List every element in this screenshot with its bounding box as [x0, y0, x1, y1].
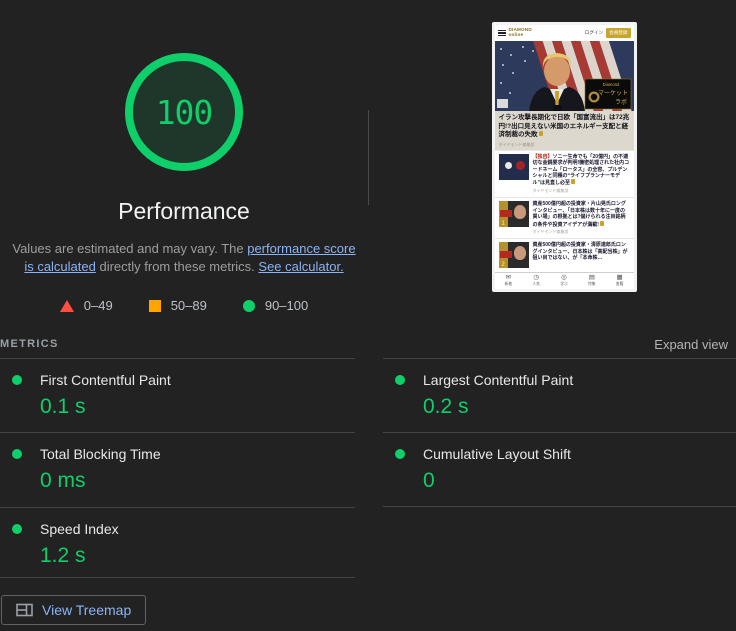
- market-lab-badge: Diamond マーケット ラボ: [584, 78, 631, 110]
- expand-view-toggle[interactable]: Expand view: [654, 336, 728, 352]
- screenshot-column: DIAMOND online ログイン 会員登録: [368, 0, 736, 330]
- performance-score-calculated-link[interactable]: performance score is calculated: [24, 241, 356, 274]
- lead-article: イラン攻撃長期化で日欧「国富流出」は72兆円!?出口見えない米国のエネルギー支配…: [494, 111, 634, 150]
- view-treemap-button[interactable]: View Treemap: [1, 595, 147, 625]
- nav-item: ▤ 特集: [587, 274, 596, 286]
- average-square-icon: [148, 299, 161, 312]
- article-thumbnail: 2: [498, 242, 529, 269]
- metrics-column-right: Largest Contentful Paint 0.2 s Cumulativ…: [383, 358, 736, 578]
- article-byline: ダイヤモンド編集部: [532, 229, 569, 235]
- hero-illustration: Diamond マーケット ラボ: [494, 41, 634, 111]
- nav-item: ◎ 学ぶ: [560, 274, 568, 286]
- target-icon: ◎: [561, 274, 567, 282]
- site-logo-bottom: online: [508, 32, 524, 37]
- metric-speed-index: Speed Index 1.2 s: [0, 507, 355, 578]
- description-text-middle: directly from these metrics.: [95, 259, 259, 274]
- screenshot-bottom-nav: ✉ 新着 ◷ 人気 ◎ 学ぶ ▤ 特集: [494, 272, 634, 289]
- pass-dot-icon: [12, 449, 22, 459]
- lock-icon: [571, 179, 576, 185]
- fail-triangle-icon: [59, 299, 74, 312]
- site-logo: DIAMOND online: [509, 28, 532, 37]
- signup-button: 会員登録: [606, 28, 631, 38]
- metric-cumulative-layout-shift: Cumulative Layout Shift 0: [383, 432, 736, 507]
- article-row: 2 資産500億円超の投資家・清原達郎氏ロングインタビュー、日本株は「高配当株」…: [494, 238, 634, 271]
- screenshot-site-header: DIAMOND online ログイン 会員登録: [494, 25, 634, 41]
- pass-dot-icon: [395, 449, 405, 459]
- performance-score-gauge[interactable]: 100: [125, 53, 243, 171]
- metrics-section-title: METRICS: [0, 338, 59, 350]
- pass-dot-icon: [12, 524, 22, 534]
- article-title: 資産500億円超の投資家・片山晃氏ロングインタビュー、「日本株は数十年に一度の買…: [532, 201, 626, 228]
- legend-fail-range: 0–49: [83, 298, 113, 313]
- article-thumbnail: 1: [498, 201, 529, 228]
- pass-dot-icon: [12, 375, 22, 385]
- article-title: 【独自】ソニー生命でも「20億円」の不適切な金銭要求が判明!機密処理された社内コ…: [532, 153, 630, 187]
- page-title: Performance: [118, 198, 250, 224]
- score-description: Values are estimated and may vary. The p…: [11, 240, 357, 276]
- nav-item: ✉ 新着: [504, 274, 513, 286]
- article-title: 資産500億円超の投資家・清原達郎氏ロングインタビュー、日本株は「高配当株」が狙…: [532, 242, 628, 262]
- hero-image: Diamond マーケット ラボ: [494, 41, 634, 111]
- pass-dot-icon: [395, 375, 405, 385]
- login-link: ログイン: [584, 30, 604, 35]
- legend-pass-range: 90–100: [264, 298, 309, 313]
- final-screenshot-thumbnail[interactable]: DIAMOND online ログイン 会員登録: [491, 22, 637, 292]
- treemap-icon: [16, 603, 33, 617]
- score-legend: 0–49 50–89 90–100: [59, 298, 309, 313]
- metrics-column-left: First Contentful Paint 0.1 s Total Block…: [0, 358, 355, 578]
- svg-text:ラボ: ラボ: [614, 98, 626, 106]
- article-list: 【独自】ソニー生命でも「20億円」の不適切な金銭要求が判明!機密処理された社内コ…: [494, 149, 634, 272]
- article-row: 1 資産500億円超の投資家・片山晃氏ロングインタビュー、「日本株は数十年に一度…: [494, 197, 634, 238]
- article-row: 【独自】ソニー生命でも「20億円」の不適切な金銭要求が判明!機密処理された社内コ…: [494, 149, 634, 198]
- metric-first-contentful-paint: First Contentful Paint 0.1 s: [0, 358, 355, 432]
- metrics-header: METRICS Expand view: [0, 330, 736, 358]
- description-text-before: Values are estimated and may vary. The: [12, 241, 248, 256]
- legend-average-range: 50–89: [170, 298, 207, 313]
- legend-fail: 0–49: [59, 298, 113, 313]
- metric-largest-contentful-paint: Largest Contentful Paint 0.2 s: [383, 358, 736, 432]
- score-column: 100 Performance Values are estimated and…: [0, 0, 368, 330]
- nav-item: ▦ 書籍: [615, 274, 624, 286]
- lead-headline: イラン攻撃長期化で日欧「国富流出」は72兆円!?出口見えない米国のエネルギー支配…: [498, 114, 630, 139]
- pass-circle-icon: [242, 299, 255, 312]
- article-thumbnail: [498, 153, 529, 180]
- clock-icon: ◷: [533, 274, 540, 282]
- column-divider: [368, 110, 369, 205]
- legend-average: 50–89: [148, 298, 207, 313]
- screenshot-page: DIAMOND online ログイン 会員登録: [494, 25, 634, 289]
- list-icon: ▤: [588, 274, 595, 282]
- performance-score-value: 100: [155, 92, 214, 132]
- metric-total-blocking-time: Total Blocking Time 0 ms: [0, 432, 355, 507]
- score-section: 100 Performance Values are estimated and…: [0, 0, 736, 330]
- view-treemap-label: View Treemap: [42, 602, 132, 618]
- lead-byline: ダイヤモンド編集部: [498, 141, 535, 147]
- grid-icon: ▦: [616, 274, 623, 282]
- mail-icon: ✉: [505, 274, 512, 282]
- nav-item: ◷ 人気: [532, 274, 540, 286]
- hamburger-menu-icon: [497, 29, 506, 37]
- lock-icon: [538, 131, 543, 137]
- see-calculator-link[interactable]: See calculator.: [258, 259, 344, 274]
- lock-icon: [599, 220, 604, 226]
- svg-text:マーケット: マーケット: [597, 90, 627, 97]
- svg-text:Diamond: Diamond: [602, 82, 619, 87]
- article-byline: ダイヤモンド編集部: [532, 188, 569, 194]
- metrics-grid: First Contentful Paint 0.1 s Total Block…: [0, 358, 736, 578]
- site-logo-top: DIAMOND: [508, 27, 532, 33]
- legend-pass: 90–100: [242, 298, 309, 313]
